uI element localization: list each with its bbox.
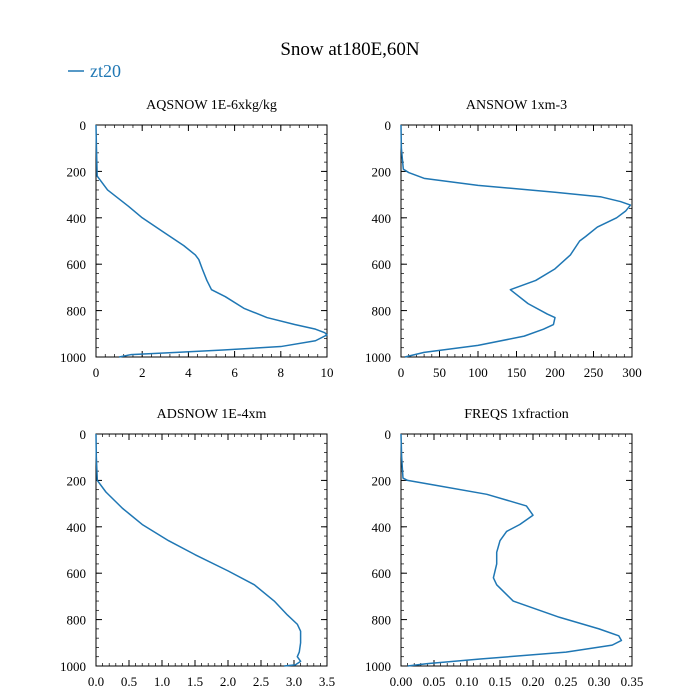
plot-frame [95,124,328,358]
x-tick-label: 0 [93,365,100,380]
y-tick-label: 600 [372,257,392,272]
plot-frame [400,124,633,358]
x-tick-label: 3.0 [286,674,302,689]
x-tick-label: 0.35 [621,674,644,689]
x-tick-label: 0.00 [390,674,413,689]
y-tick-label: 1000 [60,350,86,365]
plot-frame [95,433,328,667]
y-tick-label: 200 [67,473,87,488]
y-tick-label: 0 [385,427,392,442]
x-tick-label: 0.05 [423,674,446,689]
chart-panel-1: AQSNOW 1E-6xkg/kg 0 2 4 6 8 10 0 200 400 600 800 100… [60,98,334,380]
y-tick-label: 0 [80,427,87,442]
panel-title: AQSNOW 1E-6xkg/kg [146,98,277,113]
y-tick-label: 800 [67,304,87,319]
x-tick-label: 8 [278,365,285,380]
y-tick-label: 200 [372,164,392,179]
x-tick-label: 150 [507,365,527,380]
x-tick-label: 0.30 [588,674,611,689]
y-tick-label: 400 [372,520,392,535]
y-tick-label: 0 [385,118,392,133]
panel-title: FREQS 1xfraction [464,407,569,422]
panel-title: ANSNOW 1xm-3 [466,98,567,113]
y-tick-label: 800 [372,304,392,319]
y-tick-label: 200 [67,164,87,179]
x-tick-label: 0.15 [489,674,512,689]
chart-panel-2: ANSNOW 1xm-3 0 50 100 150 200 250 300 0 200 400 600… [365,98,642,380]
x-tick-label: 0.10 [456,674,479,689]
legend-label: zt20 [90,61,121,81]
x-tick-label: 6 [231,365,238,380]
x-tick-label: 1.5 [187,674,203,689]
y-tick-label: 0 [80,118,87,133]
x-tick-label: 50 [433,365,446,380]
series-line-zt20 [400,124,632,358]
series-line-zt20 [95,124,328,358]
x-tick-label: 0.5 [121,674,137,689]
y-tick-label: 200 [372,473,392,488]
x-tick-label: 10 [321,365,334,380]
y-tick-label: 1000 [365,659,391,674]
y-tick-label: 600 [67,566,87,581]
x-tick-label: 4 [185,365,192,380]
legend: zt20 [68,61,121,81]
y-tick-label: 400 [372,211,392,226]
x-tick-label: 0.25 [555,674,578,689]
plot-frame [400,433,633,667]
panels: AQSNOW 1E-6xkg/kg0 2 4 6 8 100200400600800100… [60,98,643,689]
series-line-zt20 [400,433,623,667]
x-tick-label: 200 [545,365,565,380]
y-tick-label: 400 [67,211,87,226]
x-tick-label: 1.0 [154,674,170,689]
chart-panel-4: FREQS 1xfraction 0.00 0.05 0.10 0.15 0.20 0.25… [365,407,643,689]
x-tick-label: 300 [622,365,642,380]
panel-title: ADSNOW 1E-4xm [157,407,267,422]
x-tick-label: 0.0 [88,674,104,689]
y-tick-label: 1000 [60,659,86,674]
x-tick-label: 3.5 [319,674,335,689]
x-tick-label: 2.5 [253,674,269,689]
y-tick-label: 1000 [365,350,391,365]
x-tick-label: 2 [139,365,146,380]
x-tick-label: 100 [468,365,488,380]
y-tick-label: 800 [372,613,392,628]
y-tick-label: 600 [67,257,87,272]
x-tick-label: 0.20 [522,674,545,689]
x-tick-label: 2.0 [220,674,236,689]
y-tick-label: 800 [67,613,87,628]
chart-panel-3: ADSNOW 1E-4xm 0.0 0.5 1.0 1.5 2.0 2.5 3.0 3.5 0 20… [60,407,335,689]
y-tick-label: 600 [372,566,392,581]
y-tick-label: 400 [67,520,87,535]
x-tick-label: 250 [584,365,604,380]
figure-title: Snow at180E,60N [280,39,420,60]
x-tick-label: 0 [398,365,405,380]
series-line-zt20 [95,433,302,667]
